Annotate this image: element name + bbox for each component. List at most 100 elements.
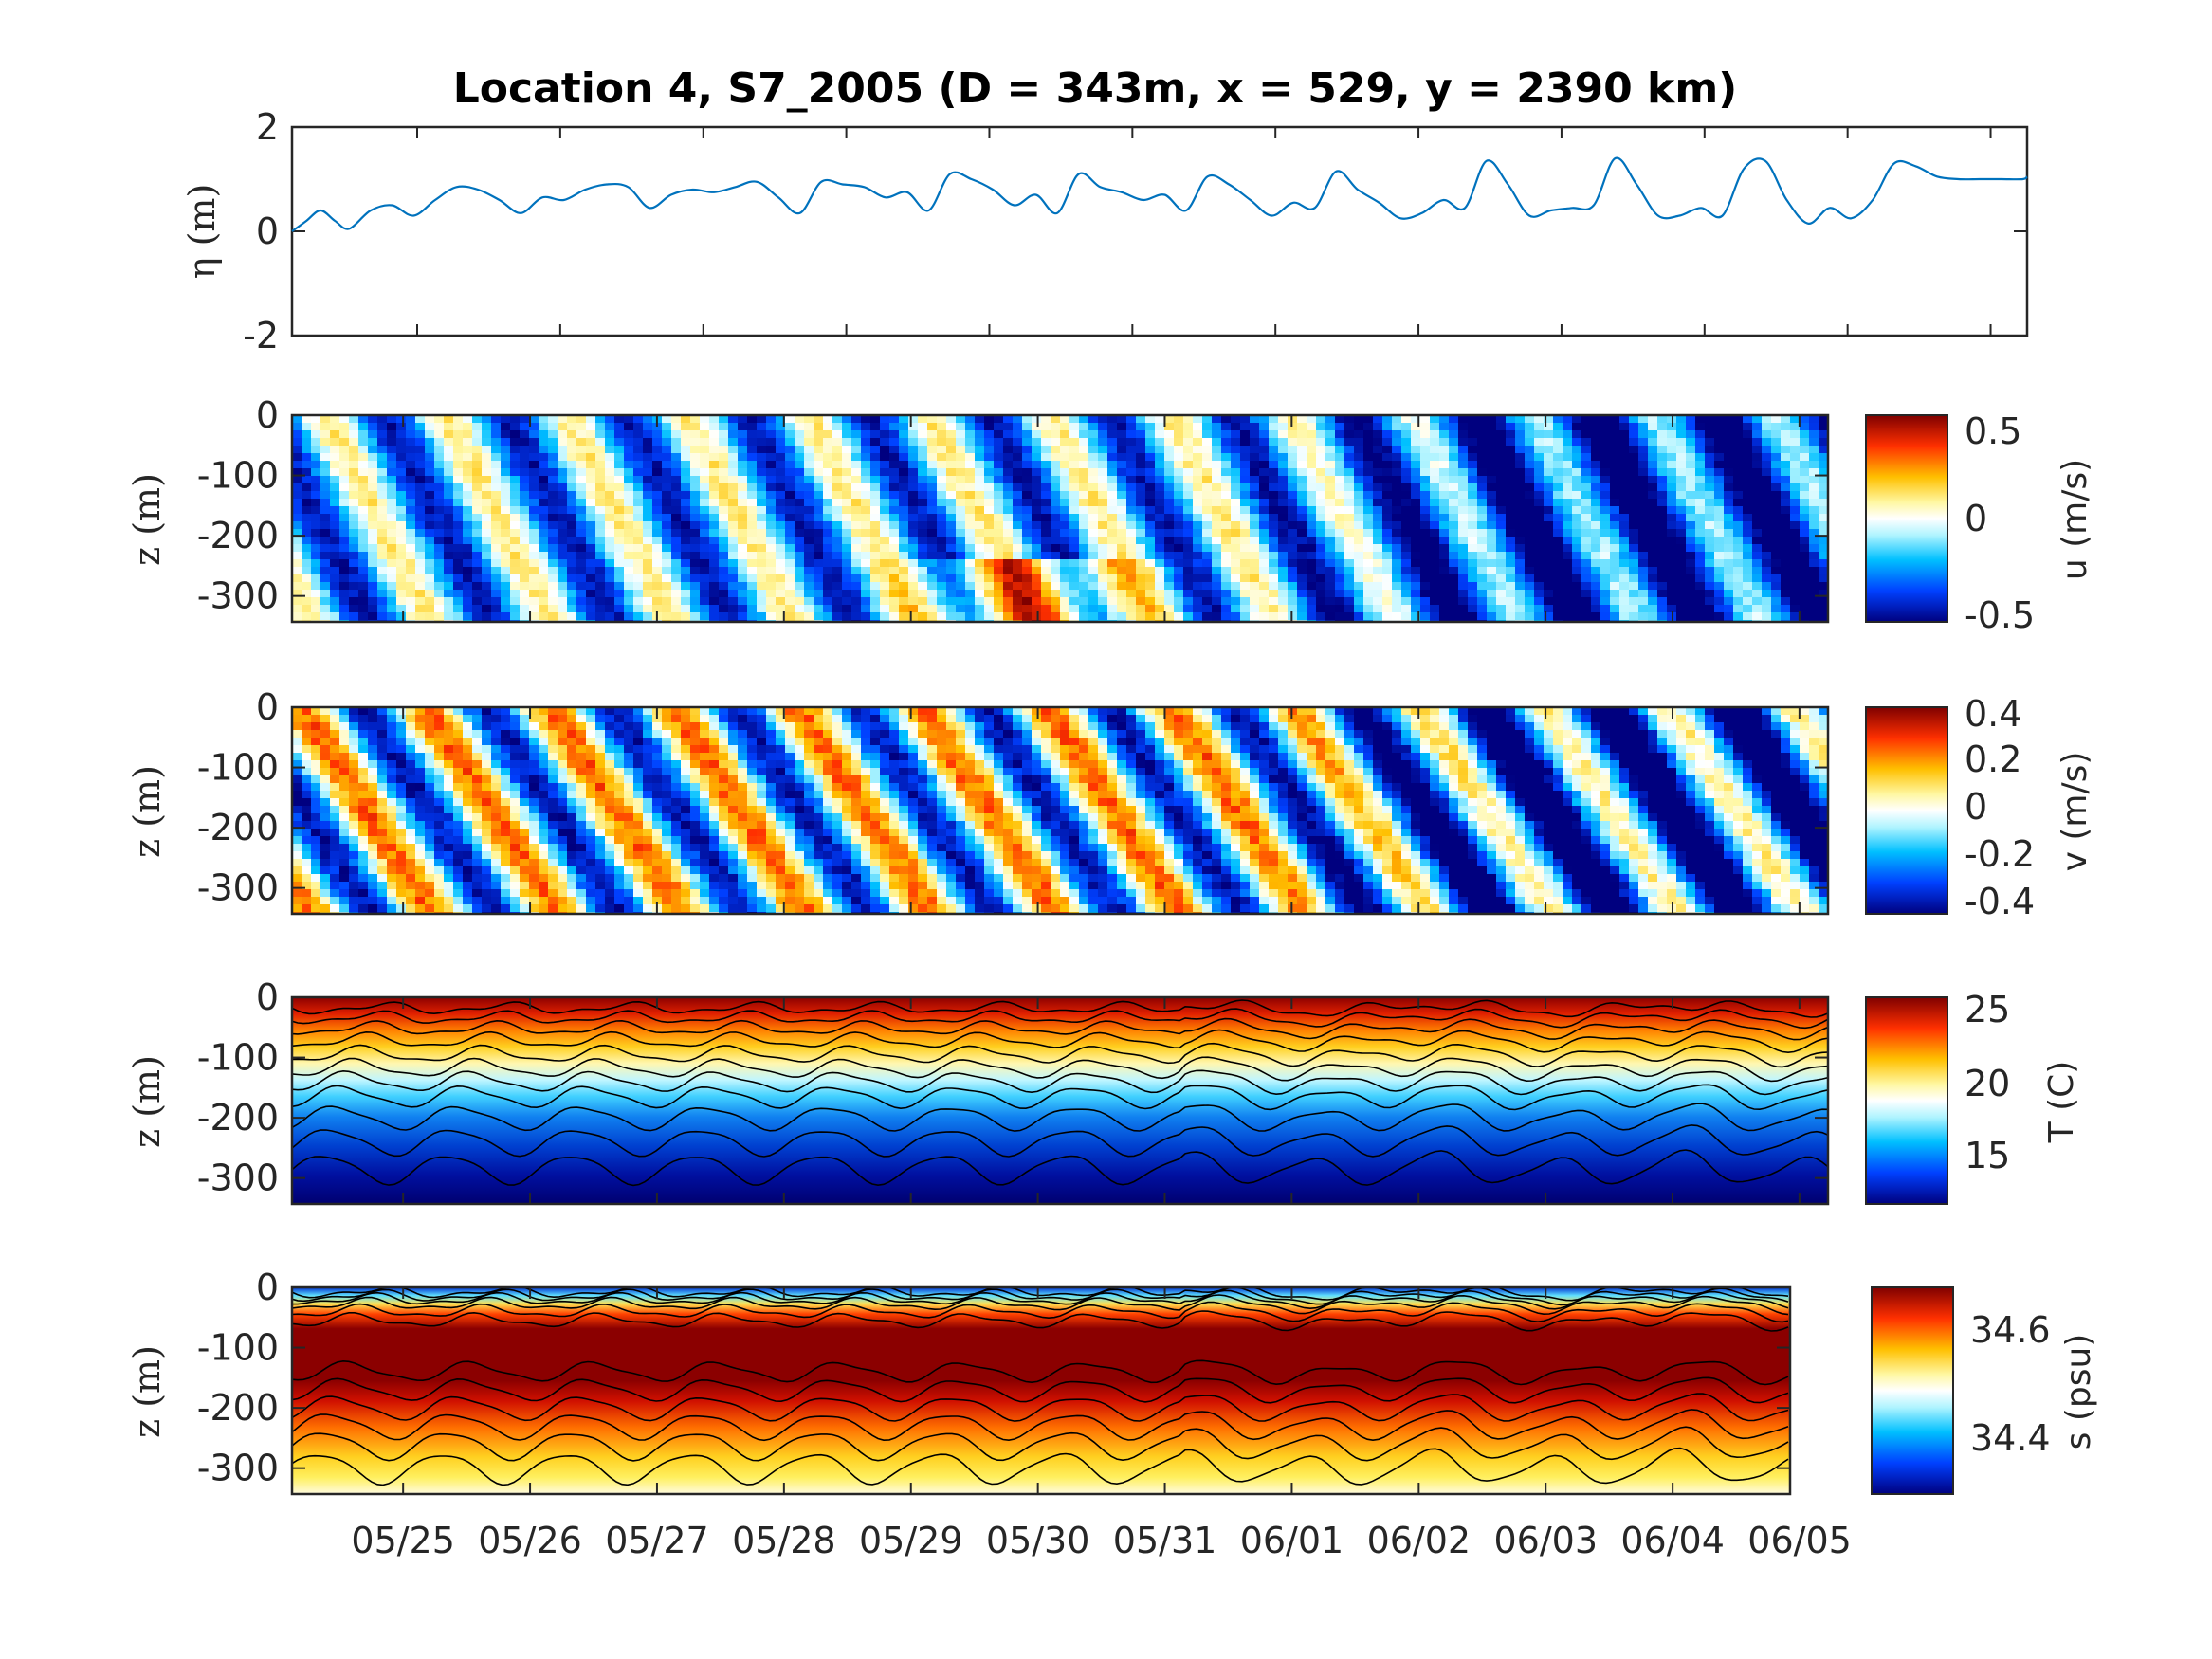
u-cells-cell-1215: [700, 499, 710, 507]
u-cells-cell-3474: [1468, 430, 1478, 439]
u-cells-cell-1678: [851, 612, 862, 621]
v-cells-cell-280: [387, 707, 397, 716]
u-cells-cell-1299: [728, 499, 739, 507]
u-cells-cell-3699: [1544, 438, 1554, 447]
u-cells-cell-2931: [1278, 559, 1289, 568]
u-cells-cell-4123: [1686, 468, 1696, 477]
u-cells-cell-405: [425, 514, 435, 522]
u-cells-cell-852: [576, 506, 587, 515]
u-cells-cell-1772: [889, 476, 900, 484]
u-cells-cell-1277: [719, 544, 729, 553]
u-cells-cell-4495: [1809, 529, 1819, 538]
u-cells-cell-918: [595, 582, 606, 591]
u-cells-cell-3412: [1439, 597, 1450, 606]
u-cells-cell-1662: [851, 491, 862, 500]
u-cells-cell-1357: [747, 514, 758, 522]
u-cells-cell-2274: [1060, 461, 1070, 469]
u-cells-cell-1953: [946, 574, 957, 583]
u-cells-cell-2791: [1231, 559, 1241, 568]
u-cells-cell-1070: [652, 461, 663, 469]
u-cells-cell-4006: [1648, 430, 1658, 439]
u-cells-cell-558: [472, 612, 483, 621]
u-cells-cell-1692: [861, 506, 871, 515]
u-cells-cell-870: [586, 430, 596, 439]
v-cells-cell-285: [387, 745, 397, 754]
u-cells-cell-638: [501, 582, 511, 591]
u-cells-cell-2465: [1126, 423, 1137, 431]
u-cells-cell-980: [624, 415, 634, 424]
u-cells-cell-1211: [700, 468, 710, 477]
u-cells-cell-3020: [1307, 597, 1317, 606]
u-cells-cell-2457: [1117, 574, 1127, 583]
u-cells-cell-4101: [1676, 514, 1687, 522]
v-cells-cell-237: [368, 806, 378, 814]
u-cells-cell-4114: [1676, 612, 1687, 621]
u-cells-cell-1422: [766, 582, 777, 591]
u-cells-cell-4062: [1667, 430, 1677, 439]
v-cells-cell-313: [396, 745, 407, 754]
v-cells-cell-232: [368, 768, 378, 776]
u-cells-cell-3036: [1316, 506, 1326, 515]
u-cells-cell-3912: [1610, 567, 1620, 575]
u-cells-cell-2700: [1202, 506, 1213, 515]
u-cells-cell-2291: [1060, 590, 1070, 598]
u-cells-cell-1836: [908, 537, 919, 545]
u-cells-cell-3970: [1629, 582, 1639, 591]
u-cells-cell-1988: [965, 415, 976, 424]
u-cells-cell-1220: [700, 537, 710, 545]
u-cells-cell-1206: [700, 430, 710, 439]
u-cells-cell-2409: [1107, 423, 1118, 431]
u-cells-cell-734: [539, 461, 549, 469]
u-cells-cell-1711: [870, 438, 881, 447]
u-cells-cell-328: [396, 567, 407, 575]
u-cells-cell-570: [482, 491, 492, 500]
v-cells-cell-76: [311, 859, 321, 867]
u-cells-cell-2003: [965, 529, 976, 538]
u-cells-cell-2194: [1032, 491, 1042, 500]
u-cells-cell-2971: [1297, 438, 1307, 447]
u-cells-cell-4334: [1752, 582, 1763, 591]
u-cells-cell-224: [368, 415, 378, 424]
u-cells-cell-476: [453, 415, 464, 424]
u-cells-cell-955: [614, 438, 625, 447]
u-cells-cell-3368: [1430, 476, 1440, 484]
u-cells-cell-2055: [984, 499, 995, 507]
u-cells-cell-2210: [1032, 612, 1042, 621]
u-cells-cell-1507: [795, 590, 805, 598]
u-cells-cell-2576: [1164, 415, 1175, 424]
u-cells-cell-3295: [1401, 559, 1412, 568]
u-cells-cell-1854: [918, 461, 928, 469]
u-cells-cell-3297: [1401, 574, 1412, 583]
u-cells-cell-3769: [1563, 544, 1573, 553]
u-cells-cell-490: [453, 521, 464, 530]
u-cells-cell-202: [358, 461, 369, 469]
u-cells-cell-4091: [1676, 438, 1687, 447]
u-cells-cell-1985: [956, 605, 966, 613]
u-cells-cell-1886: [927, 491, 938, 500]
u-cells-cell-152: [339, 506, 350, 515]
u-cells-cell-4380: [1771, 506, 1782, 515]
u-cells-cell-694: [520, 582, 530, 591]
u-cells-cell-4257: [1733, 423, 1744, 431]
u-cells-cell-4009: [1648, 453, 1658, 462]
u-cells-cell-406: [425, 521, 435, 530]
u-cells-cell-753: [539, 605, 549, 613]
u-cells-cell-2752: [1221, 476, 1232, 484]
u-cells-cell-1609: [832, 514, 843, 522]
u-cells-cell-3111: [1344, 438, 1355, 447]
u-cells-cell-2611: [1174, 468, 1184, 477]
u-cells-cell-1976: [956, 537, 966, 545]
u-cells-cell-680: [520, 476, 530, 484]
u-cells-cell-1268: [719, 476, 729, 484]
u-cells-cell-3263: [1392, 529, 1402, 538]
u-cells-cell-2460: [1117, 597, 1127, 606]
u-cells-cell-435: [434, 529, 445, 538]
u-cells-cell-572: [482, 506, 492, 515]
u-cells-cell-790: [558, 461, 568, 469]
u-cells-cell-3697: [1544, 423, 1554, 431]
u-cells-cell-957: [614, 453, 625, 462]
u-cells-cell-3656: [1525, 537, 1535, 545]
u-cells-cell-2741: [1212, 605, 1222, 613]
u-cells-cell-1197: [690, 574, 701, 583]
v-cells-cell-5: [292, 745, 302, 754]
